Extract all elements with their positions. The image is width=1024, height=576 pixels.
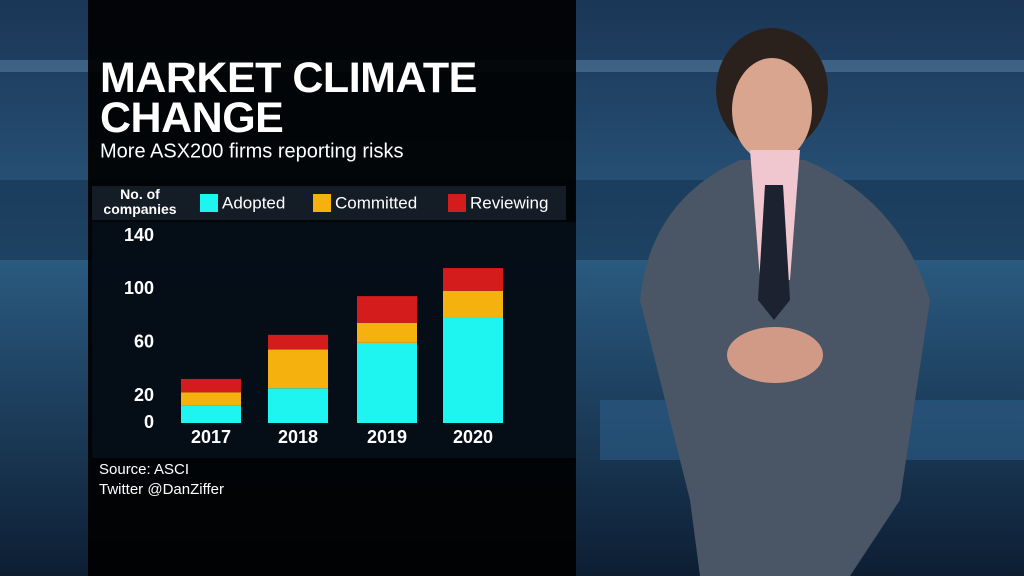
- bar-segment: [181, 378, 241, 393]
- x-tick-label: 2020: [453, 427, 493, 447]
- subtitle: More ASX200 firms reporting risks: [100, 140, 403, 162]
- x-tick-label: 2017: [191, 427, 231, 447]
- bar-segment: [357, 296, 417, 323]
- bar-segment: [181, 405, 241, 423]
- bar-segment: [357, 322, 417, 343]
- credit: Twitter @DanZiffer: [99, 481, 224, 498]
- y-axis-label: No. of companies: [103, 186, 177, 217]
- legend-swatch: [448, 194, 466, 212]
- bar-segment: [181, 392, 241, 406]
- legend-label: Adopted: [222, 193, 285, 212]
- legend-label: Committed: [335, 193, 417, 212]
- title: MARKET CLIMATE CHANGE: [100, 54, 477, 142]
- x-tick-label: 2018: [278, 427, 318, 447]
- bar-segment: [443, 268, 503, 291]
- bar-segment: [268, 349, 328, 389]
- y-tick-label: 140: [124, 225, 154, 245]
- y-tick-label: 100: [124, 278, 154, 298]
- y-tick-label: 0: [144, 412, 154, 432]
- bar-segment: [268, 388, 328, 423]
- source: Source: ASCI: [99, 461, 189, 478]
- bar-segment: [268, 334, 328, 350]
- legend-swatch: [313, 194, 331, 212]
- y-tick-label: 20: [134, 385, 154, 405]
- legend-swatch: [200, 194, 218, 212]
- plot-band: [92, 222, 576, 458]
- bar-segment: [443, 290, 503, 318]
- y-tick-label: 60: [134, 332, 154, 352]
- legend-label: Reviewing: [470, 193, 548, 212]
- bar-segment: [443, 317, 503, 423]
- presenter: [640, 28, 930, 576]
- bar-segment: [357, 342, 417, 423]
- x-tick-label: 2019: [367, 427, 407, 447]
